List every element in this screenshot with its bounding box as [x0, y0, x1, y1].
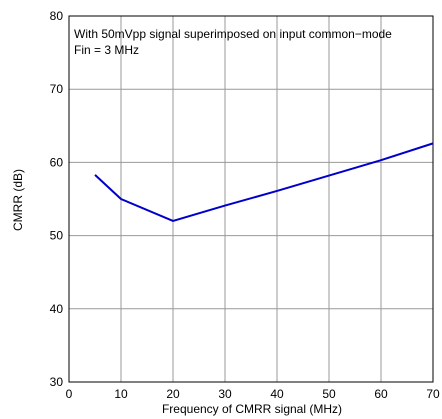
- annotation-block: With 50mVpp signal superimposed on input…: [74, 27, 392, 57]
- annotation-line-2: Fin = 3 MHz: [74, 43, 139, 57]
- x-tick-label: 70: [426, 387, 440, 401]
- plot-frame: [68, 15, 434, 383]
- y-tick-label: 60: [50, 155, 64, 169]
- annotation-line-1: With 50mVpp signal superimposed on input…: [74, 27, 392, 41]
- y-tick-label: 30: [50, 375, 64, 389]
- series-group: [94, 142, 434, 223]
- y-tick-labels: 30 40 50 60 70 80: [50, 9, 64, 389]
- x-tick-label: 50: [322, 387, 336, 401]
- y-tick-label: 80: [50, 9, 64, 23]
- x-tick-label: 20: [166, 387, 180, 401]
- y-tick-label: 70: [50, 82, 64, 96]
- y-axis-title: CMRR (dB): [11, 169, 25, 231]
- x-tick-label: 40: [270, 387, 284, 401]
- y-tick-label: 40: [50, 302, 64, 316]
- x-tick-label: 60: [374, 387, 388, 401]
- x-tick-label: 10: [114, 387, 128, 401]
- grid: [69, 16, 433, 382]
- x-axis-title: Frequency of CMRR signal (MHz): [162, 402, 342, 416]
- series-line: [94, 142, 434, 223]
- x-tick-labels: 0 10 20 30 40 50 60 70: [66, 387, 440, 401]
- x-tick-label: 0: [66, 387, 73, 401]
- y-tick-label: 50: [50, 229, 64, 243]
- x-tick-label: 30: [218, 387, 232, 401]
